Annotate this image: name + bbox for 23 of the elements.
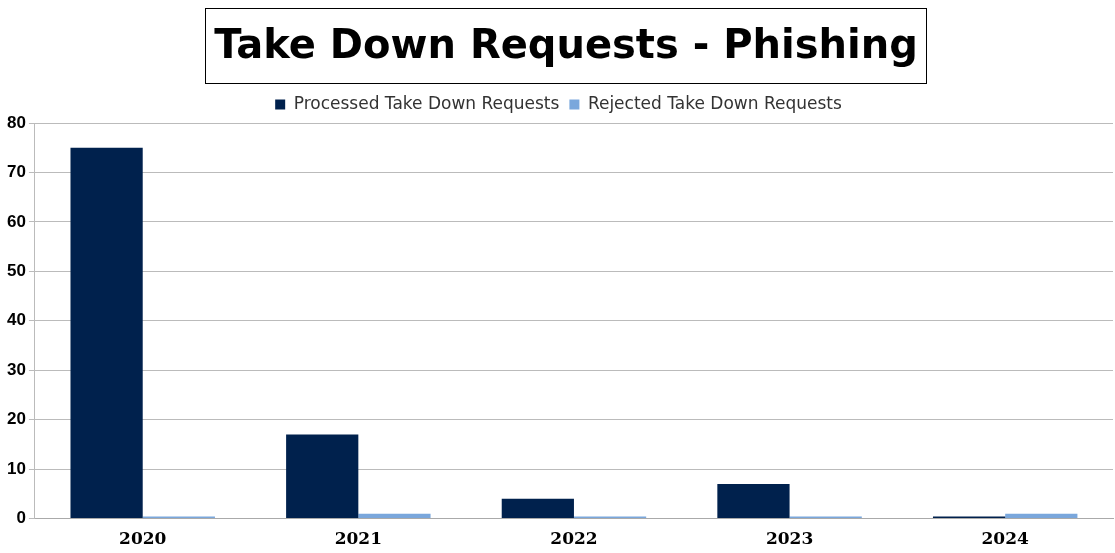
y-tick-label: 10 bbox=[6, 458, 26, 478]
chart-title: Take Down Requests - Phishing bbox=[205, 8, 927, 84]
bar bbox=[501, 498, 574, 519]
bar bbox=[358, 513, 431, 519]
bar bbox=[717, 483, 790, 519]
bar bbox=[70, 147, 143, 519]
x-tick-label: 2021 bbox=[334, 528, 382, 549]
y-tick-label: 70 bbox=[6, 162, 26, 182]
legend-label: Rejected Take Down Requests bbox=[587, 92, 842, 113]
x-tick-label: 2020 bbox=[119, 528, 167, 549]
bar bbox=[286, 434, 359, 519]
y-tick-label: 60 bbox=[6, 211, 26, 231]
y-tick-label: 50 bbox=[6, 261, 26, 281]
y-tick-label: 80 bbox=[6, 112, 26, 132]
x-tick-label: 2022 bbox=[550, 528, 598, 549]
legend-label: Processed Take Down Requests bbox=[293, 92, 560, 113]
y-tick-label: 20 bbox=[6, 409, 26, 429]
x-tick-label: 2024 bbox=[981, 528, 1030, 549]
y-tick-label: 0 bbox=[16, 508, 26, 528]
x-tick-label: 2023 bbox=[765, 528, 814, 549]
bar bbox=[1005, 513, 1078, 519]
y-tick-label: 30 bbox=[6, 359, 26, 379]
y-tick-label: 40 bbox=[6, 310, 26, 330]
